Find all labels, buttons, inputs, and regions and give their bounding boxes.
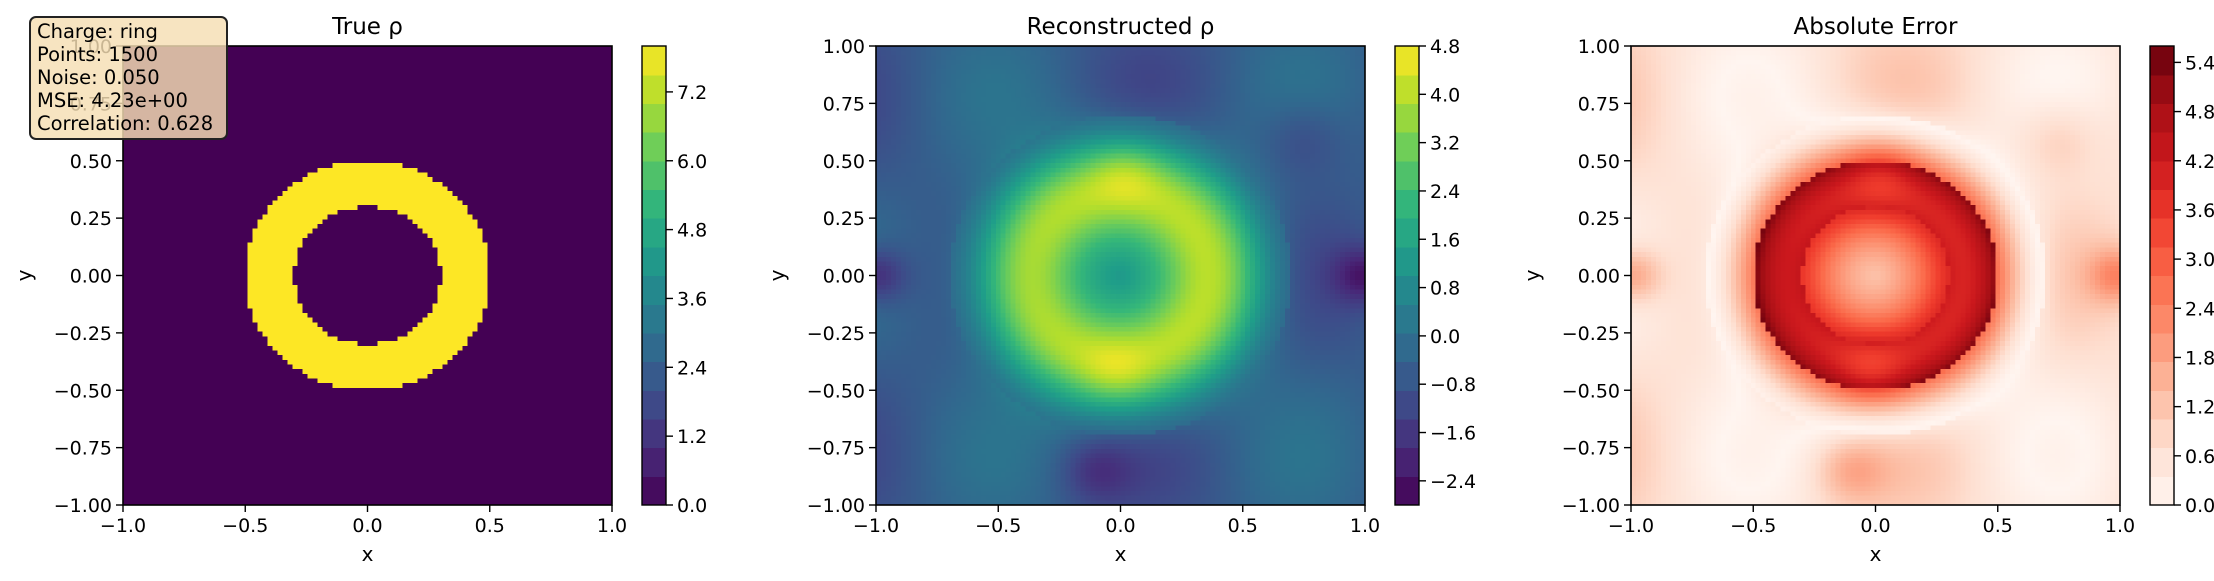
y-tick-label: −1.00 bbox=[1562, 495, 1620, 517]
heatmap-3 bbox=[1631, 46, 2121, 506]
colorbar-tick-label: 4.2 bbox=[2185, 151, 2214, 173]
colorbar-tick-label: 2.4 bbox=[1430, 181, 1460, 203]
y-tick-label: −0.25 bbox=[54, 323, 112, 345]
x-tick-label: 0.5 bbox=[1228, 515, 1258, 537]
x-tick-label: 1.0 bbox=[597, 515, 627, 537]
panel-title-2: Reconstructed ρ bbox=[1027, 14, 1215, 40]
colorbar-tick-label: −1.6 bbox=[1430, 423, 1476, 445]
y-tick-label: −0.50 bbox=[54, 380, 112, 402]
y-tick-label: −1.00 bbox=[54, 495, 112, 517]
y-tick-label: −0.50 bbox=[807, 380, 865, 402]
y-tick-label: 1.00 bbox=[823, 36, 865, 58]
colorbar-tick-label: 0.0 bbox=[2185, 495, 2214, 517]
y-tick-label: 0.25 bbox=[1578, 208, 1620, 230]
colorbar-tick-label: 1.8 bbox=[2185, 347, 2214, 369]
y-tick-label: 0.75 bbox=[823, 93, 865, 115]
colorbar-tick-label: 0.0 bbox=[1430, 326, 1460, 348]
colorbar-tick-label: 4.8 bbox=[677, 220, 707, 242]
colorbar-1 bbox=[642, 46, 666, 506]
x-tick-label: −1.0 bbox=[1608, 515, 1654, 537]
info-correlation: Correlation: 0.628 bbox=[37, 112, 220, 135]
y-tick-label: 0.75 bbox=[1578, 93, 1620, 115]
info-points: Points: 1500 bbox=[37, 43, 220, 66]
panel-2: Reconstructed ρ −1.0 −0.5 0.0 0.5 1.0 −1.00 −0.… bbox=[765, 14, 1476, 566]
x-tick-label: −0.5 bbox=[975, 515, 1021, 537]
x-tick-label: −0.5 bbox=[222, 515, 268, 537]
panel-title-3: Absolute Error bbox=[1794, 14, 1958, 40]
colorbar-tick-label: 1.2 bbox=[677, 426, 707, 448]
y-tick-label: 0.25 bbox=[70, 208, 112, 230]
x-axis-label-1: x bbox=[362, 542, 374, 566]
x-tick-label: 0.5 bbox=[475, 515, 505, 537]
colorbar-tick-label: 3.6 bbox=[677, 288, 707, 310]
colorbar-tick-label: −2.4 bbox=[1430, 471, 1476, 493]
y-tick-label: 0.50 bbox=[823, 151, 865, 173]
info-noise: Noise: 0.050 bbox=[37, 66, 220, 89]
x-tick-label: 1.0 bbox=[2105, 515, 2135, 537]
colorbar-tick-label: 2.4 bbox=[2185, 298, 2214, 320]
y-tick-label: 0.00 bbox=[70, 266, 112, 288]
y-axis-label-3: y bbox=[1520, 269, 1544, 281]
colorbar-tick-label: 4.8 bbox=[2185, 102, 2214, 124]
y-axis-label-2: y bbox=[765, 269, 789, 281]
colorbar-tick-label: 5.4 bbox=[2185, 52, 2214, 74]
colorbar-tick-label: 1.2 bbox=[2185, 397, 2214, 419]
colorbar-2 bbox=[1395, 46, 1419, 506]
y-tick-label: −0.75 bbox=[1562, 438, 1620, 460]
x-tick-label: −0.5 bbox=[1730, 515, 1776, 537]
x-tick-label: 0.0 bbox=[1105, 515, 1135, 537]
colorbar-tick-label: 0.8 bbox=[1430, 278, 1460, 300]
info-mse: MSE: 4.23e+00 bbox=[37, 89, 220, 112]
colorbar-tick-label: 2.4 bbox=[677, 357, 707, 379]
y-tick-label: −0.25 bbox=[1562, 323, 1620, 345]
colorbar-tick-label: 7.2 bbox=[677, 82, 707, 104]
x-tick-label: 0.5 bbox=[1983, 515, 2013, 537]
y-axis-label-1: y bbox=[12, 269, 36, 281]
x-tick-label: −1.0 bbox=[853, 515, 899, 537]
x-tick-label: 1.0 bbox=[1350, 515, 1380, 537]
y-tick-label: 0.00 bbox=[823, 266, 865, 288]
x-tick-label: −1.0 bbox=[100, 515, 146, 537]
y-tick-label: 0.25 bbox=[823, 208, 865, 230]
info-charge: Charge: ring bbox=[37, 20, 220, 43]
y-tick-label: −0.25 bbox=[807, 323, 865, 345]
y-tick-label: 0.50 bbox=[1578, 151, 1620, 173]
y-tick-label: 1.00 bbox=[1578, 36, 1620, 58]
x-tick-label: 0.0 bbox=[352, 515, 382, 537]
colorbar-tick-label: 3.6 bbox=[2185, 200, 2214, 222]
y-tick-label: 0.50 bbox=[70, 151, 112, 173]
colorbar-tick-label: −0.8 bbox=[1430, 374, 1476, 396]
colorbar-tick-label: 6.0 bbox=[677, 151, 707, 173]
x-axis-label-3: x bbox=[1870, 542, 1882, 566]
colorbar-tick-label: 4.0 bbox=[1430, 84, 1460, 106]
x-axis-label-2: x bbox=[1115, 542, 1127, 566]
colorbar-tick-label: 1.6 bbox=[1430, 229, 1460, 251]
colorbar-tick-label: 3.2 bbox=[1430, 133, 1460, 155]
panel-3: Absolute Error −1.0 −0.5 0.0 0.5 1.0 −1.00 −0.7… bbox=[1520, 14, 2214, 566]
y-tick-label: −0.75 bbox=[807, 438, 865, 460]
y-tick-label: −0.50 bbox=[1562, 380, 1620, 402]
x-tick-label: 0.0 bbox=[1860, 515, 1890, 537]
y-tick-label: −1.00 bbox=[807, 495, 865, 517]
heatmap-2 bbox=[876, 46, 1366, 506]
colorbar-tick-label: 3.0 bbox=[2185, 249, 2214, 271]
colorbar-tick-label: 0.0 bbox=[677, 495, 707, 517]
colorbar-tick-label: 0.6 bbox=[2185, 446, 2214, 468]
y-tick-label: 0.00 bbox=[1578, 266, 1620, 288]
y-tick-label: −0.75 bbox=[54, 438, 112, 460]
colorbar-3 bbox=[2150, 46, 2174, 506]
colorbar-tick-label: 4.8 bbox=[1430, 36, 1460, 58]
panel-title-1: True ρ bbox=[331, 14, 403, 40]
info-box: Charge: ring Points: 1500 Noise: 0.050 M… bbox=[29, 16, 228, 140]
